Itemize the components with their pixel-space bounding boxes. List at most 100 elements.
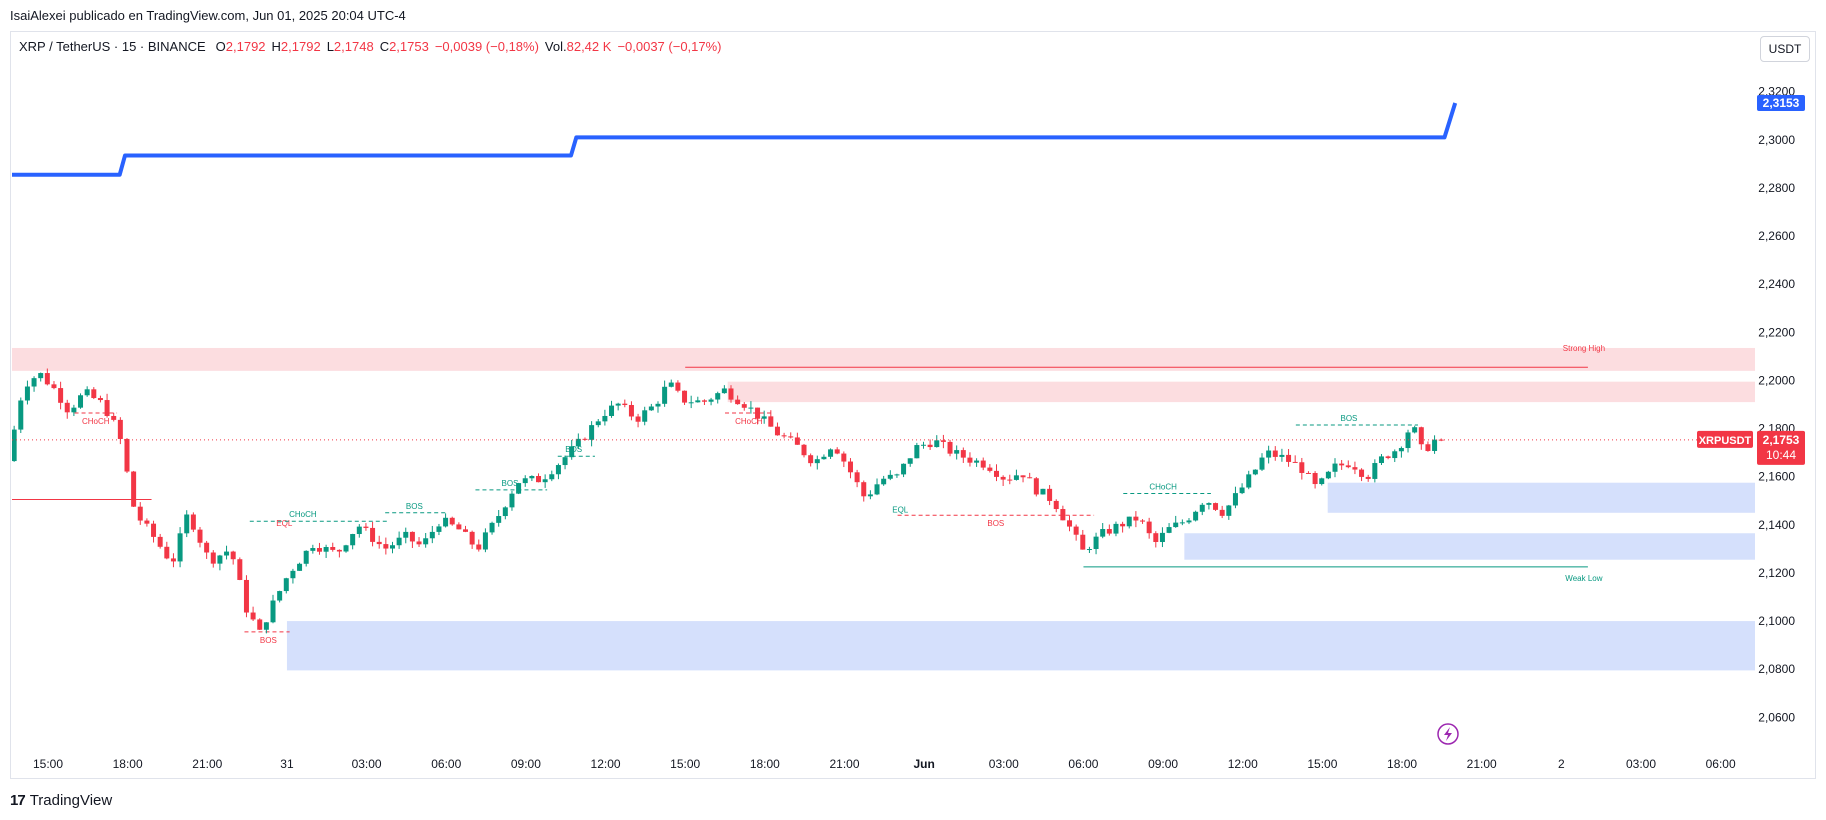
candle-body (230, 551, 236, 560)
candle-body (250, 612, 256, 620)
candle-body (1113, 523, 1119, 534)
moving-average-line (12, 102, 1458, 177)
candle-body (71, 407, 77, 413)
tradingview-logo[interactable]: 17 TradingView (10, 792, 112, 809)
y-axis-tick-13: 2,0600 (1758, 710, 1795, 724)
candle-body (721, 388, 727, 394)
y-axis-tick-4: 2,2400 (1758, 277, 1795, 291)
candle-body (589, 425, 595, 440)
legend-symbol[interactable]: XRP / TetherUS · 15 · BINANCE (19, 39, 206, 54)
x-axis-tick-15: 12:00 (1228, 757, 1258, 771)
x-axis-tick-21: 06:00 (1706, 757, 1736, 771)
legend-low-key: L (326, 39, 334, 54)
candle-body (436, 526, 442, 532)
level-label-0: Strong High (1563, 344, 1605, 353)
legend-volume-key: Vol. (544, 39, 567, 54)
x-axis-tick-11: Jun (913, 757, 934, 771)
candle-body (489, 522, 495, 533)
candle-body (708, 399, 714, 402)
structure-label-9: BOS (987, 519, 1004, 528)
candle-body (1372, 463, 1378, 479)
candle-body (801, 444, 807, 456)
candle-body (409, 531, 415, 542)
currency-unit-button[interactable]: USDT (1760, 36, 1810, 62)
candle-body (967, 457, 973, 463)
candle-body (1173, 522, 1179, 528)
ticker-tag: XRPUSDT (1697, 430, 1753, 448)
candle-body (648, 406, 654, 411)
x-axis-tick-20: 03:00 (1626, 757, 1656, 771)
candle-body (423, 538, 429, 545)
candle-body (1252, 469, 1258, 475)
candle-body (894, 474, 900, 476)
ma-price-badge-text: 2,3153 (1763, 96, 1800, 110)
candle-body (1199, 504, 1205, 512)
legend-high-value: 2,1792 (280, 39, 321, 54)
candle-body (78, 395, 84, 408)
candle-body (389, 545, 395, 549)
candle-body (356, 526, 362, 535)
candle-body (609, 405, 615, 416)
legend-open-value: 2,1792 (225, 39, 266, 54)
candle-body (370, 527, 376, 542)
x-axis-tick-9: 18:00 (750, 757, 780, 771)
candle-body (310, 548, 316, 551)
candle-body (363, 526, 369, 528)
tradingview-mark-icon: 17 (10, 792, 26, 809)
candle-body (131, 471, 137, 507)
legend-high-key: H (271, 39, 281, 54)
candle-body (1392, 451, 1398, 459)
candle-body (509, 493, 515, 508)
candle-body (137, 506, 143, 521)
candle-body (980, 460, 986, 468)
candle-body (715, 393, 721, 400)
candle-body (1345, 465, 1351, 468)
candle-body (569, 446, 575, 458)
candle-body (1325, 471, 1331, 479)
candle-body (429, 531, 435, 539)
candle-body (350, 534, 356, 546)
candle-body (1305, 472, 1311, 474)
lightning-glyph (1444, 727, 1452, 741)
candle-body (64, 402, 70, 413)
candle-body (1086, 549, 1092, 551)
candle-body (1432, 439, 1438, 451)
candle-body (97, 398, 103, 401)
structure-label-2: CHoCH (289, 510, 317, 519)
ticker-tag-bg (1697, 430, 1753, 448)
candle-body (283, 578, 289, 592)
candle-body (987, 467, 993, 471)
candle-body (542, 479, 548, 483)
candle-body (1000, 476, 1006, 480)
structure-label-4: BOS (502, 479, 519, 488)
candle-body (1206, 503, 1212, 505)
candle-body (91, 389, 97, 399)
candle-body (1013, 475, 1019, 480)
candle-body (263, 622, 269, 630)
candle-body (1412, 427, 1418, 433)
candle-body (1286, 454, 1292, 462)
candle-body (1352, 467, 1358, 470)
candle-body (18, 400, 24, 430)
y-axis-tick-6: 2,2000 (1758, 373, 1795, 387)
candle-body (668, 382, 674, 387)
candle-body (297, 563, 303, 571)
y-axis-tick-9: 2,1400 (1758, 518, 1795, 532)
candle-body (628, 405, 634, 417)
demand-zone-4 (286, 621, 1755, 671)
structure-label-0: CHoCH (82, 417, 110, 426)
candle-body (243, 579, 249, 613)
candle-body (1418, 427, 1424, 445)
candle-body (1292, 461, 1298, 463)
x-axis-tick-12: 03:00 (989, 757, 1019, 771)
candle-body (847, 461, 853, 473)
candle-body (1040, 488, 1046, 495)
x-axis-tick-17: 18:00 (1387, 757, 1417, 771)
candle-body (615, 403, 621, 406)
candle-body (555, 465, 561, 475)
candle-body (728, 388, 734, 400)
candle-body (768, 416, 774, 427)
candle-body (1438, 439, 1444, 441)
